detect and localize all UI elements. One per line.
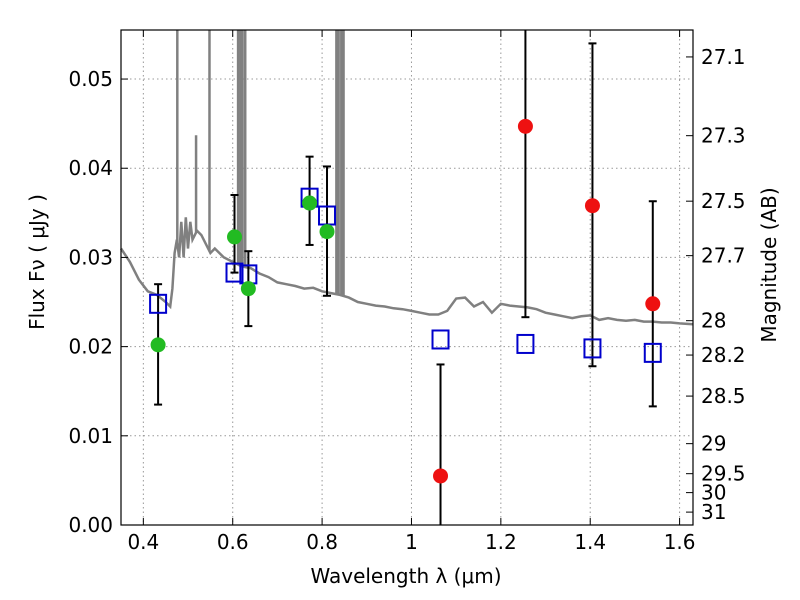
y2-tick-label: 29.5 bbox=[701, 462, 746, 486]
y2-tick-label: 27.3 bbox=[701, 124, 746, 148]
model-box bbox=[149, 293, 168, 314]
nir-point bbox=[645, 296, 661, 312]
optical-point bbox=[319, 224, 335, 240]
model-box bbox=[583, 338, 602, 359]
y-tick-label: 0.00 bbox=[68, 513, 113, 537]
optical-point bbox=[150, 337, 166, 353]
emission-lines bbox=[176, 30, 345, 296]
model-photometry bbox=[149, 187, 662, 363]
y-tick-label: 0.02 bbox=[68, 335, 113, 359]
sed-template-line bbox=[119, 217, 694, 326]
y-tick-label: 0.05 bbox=[68, 67, 113, 91]
nir-point bbox=[584, 198, 600, 214]
x-tick-label: 0.6 bbox=[217, 530, 249, 554]
sed-template bbox=[119, 217, 694, 326]
x-tick-label: 1.2 bbox=[485, 530, 517, 554]
y2-tick-label: 30 bbox=[701, 481, 726, 505]
y-axis-ticks: 0.00 0.01 0.02 0.03 0.04 0.05 bbox=[68, 67, 128, 537]
y2-tick-label: 31 bbox=[701, 500, 726, 524]
optical-point bbox=[227, 229, 243, 245]
x-tick-label: 0.4 bbox=[127, 530, 159, 554]
optical-point bbox=[240, 281, 256, 297]
model-box bbox=[516, 333, 535, 354]
x-tick-label: 1.6 bbox=[664, 530, 696, 554]
x-axis-title: Wavelength λ (μm) bbox=[310, 564, 501, 588]
y2-axis-title: Magnitude (AB) bbox=[757, 187, 781, 342]
y2-tick-label: 29 bbox=[701, 432, 726, 456]
y2-tick-label: 27.5 bbox=[701, 189, 746, 213]
y-axis-title: Flux Fν ( μJy ) bbox=[25, 194, 49, 330]
x-axis-ticks: 0.4 0.6 0.8 1 1.2 1.4 1.6 bbox=[127, 30, 696, 554]
model-box bbox=[643, 342, 662, 363]
observed-photometry bbox=[150, 118, 661, 484]
plot-frame bbox=[120, 29, 694, 526]
optical-point bbox=[302, 195, 318, 211]
y-tick-label: 0.01 bbox=[68, 424, 113, 448]
y2-tick-label: 28.5 bbox=[701, 384, 746, 408]
x-tick-label: 1.4 bbox=[574, 530, 606, 554]
y2-tick-label: 27.7 bbox=[701, 244, 746, 268]
nir-point bbox=[433, 468, 449, 484]
x-tick-label: 1 bbox=[405, 530, 418, 554]
x-tick-label: 0.8 bbox=[306, 530, 338, 554]
error-bars bbox=[154, 30, 657, 525]
y2-tick-label: 28.2 bbox=[701, 343, 746, 367]
model-box bbox=[431, 329, 450, 350]
y-tick-label: 0.03 bbox=[68, 245, 113, 269]
y2-tick-label: 28 bbox=[701, 309, 726, 333]
nir-point bbox=[517, 118, 533, 134]
model-box bbox=[225, 262, 244, 283]
y-tick-label: 0.04 bbox=[68, 156, 113, 180]
grid bbox=[121, 30, 693, 526]
y2-tick-label: 27.1 bbox=[701, 45, 746, 69]
